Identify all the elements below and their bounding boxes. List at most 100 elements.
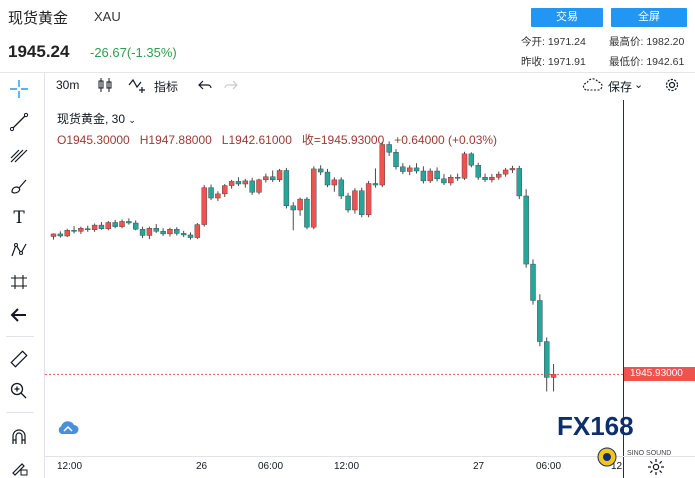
candle	[215, 191, 221, 202]
candle	[153, 224, 159, 233]
logo-emblem-icon	[596, 446, 618, 473]
price-chart[interactable]	[45, 100, 623, 456]
fullscreen-button[interactable]: 全屏	[611, 8, 687, 27]
candle	[290, 202, 296, 231]
candle-body	[132, 222, 139, 230]
text-tool-icon[interactable]: T	[13, 208, 25, 228]
candle-body	[269, 176, 276, 181]
prediction-tool-icon[interactable]	[6, 269, 32, 295]
candle-body	[71, 230, 77, 232]
candle	[235, 177, 242, 187]
candle	[112, 219, 118, 229]
candle-body	[407, 167, 413, 172]
candle	[174, 227, 180, 236]
chart-settings-gear-icon[interactable]	[647, 458, 665, 478]
ruler-icon[interactable]	[6, 346, 32, 372]
chevron-down-icon[interactable]: ⌄	[634, 79, 644, 91]
candle	[372, 168, 379, 188]
candle-body	[413, 167, 420, 172]
chart-legend-ohlc: O1945.30000 H1947.88000 L1942.61000 收=19…	[57, 133, 498, 147]
candle	[489, 174, 495, 183]
candle	[427, 168, 433, 183]
trend-line-icon[interactable]	[6, 109, 32, 135]
candle	[119, 219, 125, 229]
candle-body	[64, 230, 70, 237]
redo-icon[interactable]	[224, 78, 238, 96]
candle	[71, 226, 77, 234]
indicators-icon[interactable]	[128, 77, 148, 98]
back-arrow-icon[interactable]	[6, 302, 32, 328]
candle-body	[352, 190, 358, 211]
candle-body	[516, 168, 522, 197]
stat-high: 最高价: 1982.20	[609, 34, 684, 49]
candle	[324, 168, 331, 188]
candle-body	[78, 227, 84, 232]
legend-name-text: 现货黄金, 30	[57, 112, 126, 126]
interval-selector[interactable]: 30m	[56, 78, 80, 92]
candle	[105, 220, 111, 231]
candle-body	[441, 178, 447, 184]
candle	[85, 225, 91, 232]
candle-body	[208, 187, 214, 199]
brush-icon[interactable]	[6, 173, 32, 199]
candle-body	[496, 173, 502, 178]
candle-body	[365, 183, 372, 215]
instrument-symbol: XAU	[94, 9, 121, 24]
candle	[78, 226, 84, 234]
draw-lock-icon[interactable]	[6, 454, 32, 478]
stat-open-value: 1971.24	[547, 36, 586, 48]
candle	[393, 149, 399, 170]
candle-body	[317, 168, 324, 173]
candle	[441, 174, 447, 186]
zoom-in-icon[interactable]	[6, 378, 32, 404]
candle	[297, 197, 303, 216]
toolbar-divider	[0, 72, 695, 73]
legend-chevron-icon[interactable]: ⌄	[128, 115, 136, 125]
price-axis-border	[623, 100, 624, 478]
x-tick: 06:00	[258, 461, 284, 472]
candle-body	[153, 227, 159, 232]
stat-low: 最低价: 1942.61	[609, 54, 684, 69]
candle-body	[91, 224, 98, 230]
candle	[139, 226, 146, 239]
magnet-icon[interactable]	[6, 424, 32, 450]
candle-body	[105, 222, 111, 229]
settings-icon[interactable]	[664, 77, 680, 98]
time-axis-border-left	[45, 456, 623, 457]
x-tick: 12	[611, 461, 623, 472]
candle	[530, 259, 536, 305]
candle	[167, 227, 173, 237]
candle-body	[489, 177, 495, 181]
pattern-tool-icon[interactable]	[6, 237, 32, 263]
candle	[276, 168, 283, 182]
candle	[187, 232, 194, 240]
candle	[379, 141, 385, 188]
stat-high-label: 最高价:	[609, 36, 644, 48]
candle-body	[372, 183, 379, 186]
stat-open-label: 今开:	[521, 36, 545, 48]
candle	[256, 178, 262, 195]
candle	[386, 141, 392, 156]
chart-legend-name[interactable]: 现货黄金, 30 ⌄	[57, 110, 136, 127]
cloud-save-icon[interactable]	[581, 77, 603, 98]
fib-tool-icon[interactable]	[6, 141, 32, 167]
candle	[194, 223, 201, 240]
candle-body	[297, 198, 303, 211]
indicators-button[interactable]: 指标	[154, 80, 179, 94]
candle	[365, 180, 372, 218]
candle	[242, 178, 249, 188]
candle-body	[263, 176, 269, 181]
candle	[434, 167, 440, 182]
crosshair-icon[interactable]	[6, 76, 32, 102]
undo-icon[interactable]	[198, 78, 212, 96]
candle	[338, 177, 344, 200]
candle	[201, 185, 207, 227]
trade-button[interactable]: 交易	[531, 8, 603, 27]
candle-style-icon[interactable]	[97, 76, 113, 99]
save-button[interactable]: 保存	[608, 80, 633, 94]
candle-body	[57, 233, 64, 237]
fx168-logo: FX168	[557, 411, 634, 441]
candle	[263, 173, 269, 183]
cloud-icon[interactable]	[56, 419, 80, 442]
instrument-title: 现货黄金	[8, 10, 69, 27]
